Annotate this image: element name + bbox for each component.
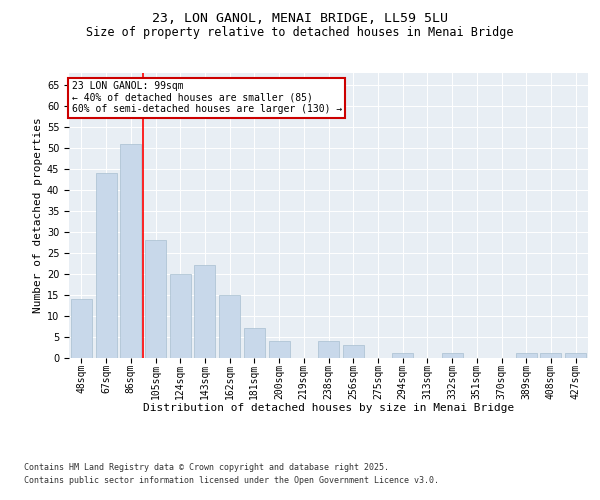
Bar <box>194 266 215 358</box>
Bar <box>244 328 265 358</box>
Text: Contains HM Land Registry data © Crown copyright and database right 2025.: Contains HM Land Registry data © Crown c… <box>24 462 389 471</box>
Bar <box>219 294 240 358</box>
Bar <box>71 299 92 358</box>
Bar <box>95 173 116 358</box>
Bar <box>516 354 537 358</box>
Bar <box>392 354 413 358</box>
Text: 23, LON GANOL, MENAI BRIDGE, LL59 5LU: 23, LON GANOL, MENAI BRIDGE, LL59 5LU <box>152 12 448 26</box>
Bar <box>269 340 290 357</box>
Bar <box>442 354 463 358</box>
X-axis label: Distribution of detached houses by size in Menai Bridge: Distribution of detached houses by size … <box>143 403 514 413</box>
Text: Size of property relative to detached houses in Menai Bridge: Size of property relative to detached ho… <box>86 26 514 39</box>
Bar <box>170 274 191 357</box>
Text: 23 LON GANOL: 99sqm
← 40% of detached houses are smaller (85)
60% of semi-detach: 23 LON GANOL: 99sqm ← 40% of detached ho… <box>71 81 342 114</box>
Bar <box>541 354 562 358</box>
Text: Contains public sector information licensed under the Open Government Licence v3: Contains public sector information licen… <box>24 476 439 485</box>
Bar <box>318 340 339 357</box>
Bar <box>343 345 364 358</box>
Bar <box>145 240 166 358</box>
Bar <box>565 354 586 358</box>
Y-axis label: Number of detached properties: Number of detached properties <box>32 117 43 313</box>
Bar <box>120 144 141 358</box>
